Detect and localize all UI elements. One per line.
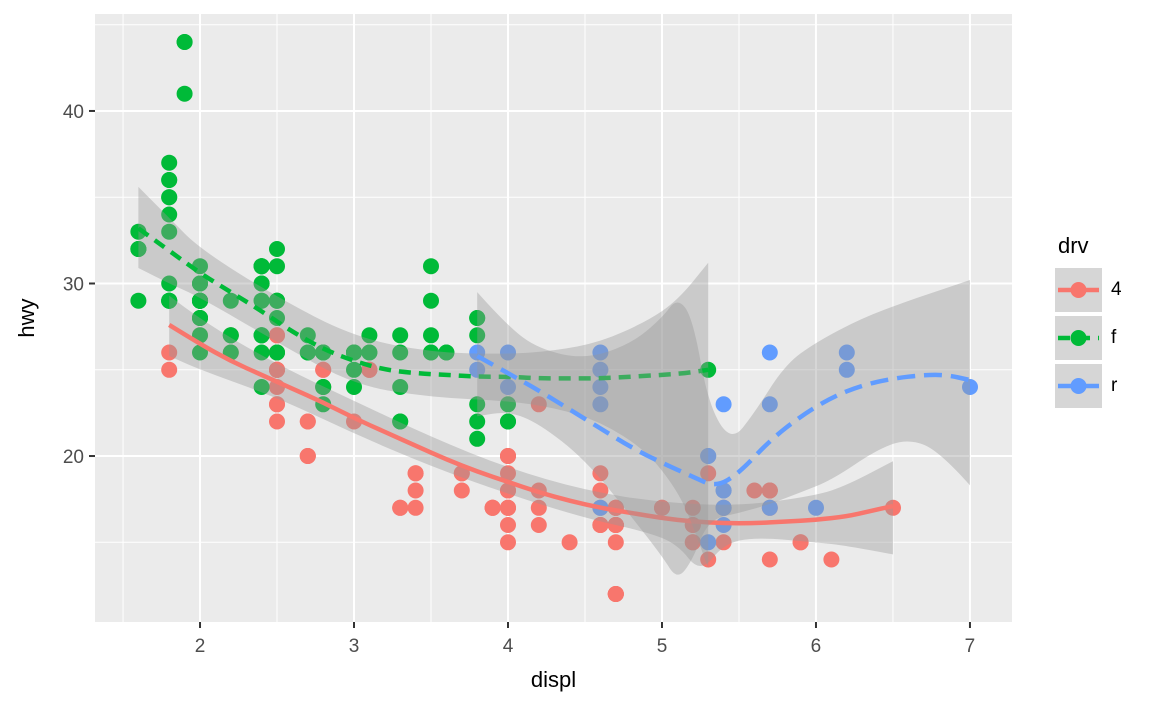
- y-axis-tick-labels: 20 30 40: [63, 102, 84, 468]
- axis-tick-marks: [89, 109, 971, 628]
- svg-text:6: 6: [811, 636, 822, 657]
- panel-background: [95, 14, 1012, 622]
- x-axis-tick-labels: 2 3 4 5 6 7: [195, 636, 976, 657]
- data-area: [130, 34, 978, 602]
- legend-glyph-line-4: [1058, 282, 1099, 298]
- legend-key-f: f: [1055, 316, 1122, 360]
- legend-label-4: 4: [1111, 279, 1122, 300]
- legend-label-f: f: [1111, 327, 1117, 348]
- legend-glyph-line-r: [1058, 378, 1099, 394]
- legend-label-r: r: [1111, 375, 1118, 396]
- svg-text:20: 20: [63, 447, 84, 468]
- legend-glyph-r: [1055, 364, 1102, 408]
- svg-text:30: 30: [63, 274, 84, 295]
- points-drv-4: [161, 310, 901, 602]
- ci-ribbon-drv-r: [477, 280, 970, 575]
- svg-text:40: 40: [63, 102, 84, 123]
- points-drv-f: [130, 34, 717, 447]
- smooth-line-drv-f: [137, 226, 709, 381]
- ci-ribbon-drv-4: [169, 295, 893, 566]
- points-drv-r: [469, 344, 978, 551]
- legend-glyph-f: [1055, 316, 1102, 360]
- y-axis-title: hwy: [14, 298, 39, 338]
- smooth-line-drv-r: [476, 354, 971, 487]
- svg-text:2: 2: [195, 636, 206, 657]
- svg-text:4: 4: [503, 636, 514, 657]
- svg-text:7: 7: [965, 636, 976, 657]
- legend-key-r: r: [1055, 364, 1122, 408]
- ci-ribbon-drv-f: [138, 186, 709, 569]
- svg-text:3: 3: [349, 636, 360, 657]
- legend: drv 4 f r: [1055, 233, 1122, 412]
- legend-glyph-4: [1055, 268, 1102, 312]
- svg-text:5: 5: [657, 636, 668, 657]
- legend-title: drv: [1058, 233, 1089, 258]
- legend-key-4: 4: [1055, 268, 1122, 312]
- legend-glyph-line-f: [1058, 330, 1099, 346]
- smooth-line-drv-4: [168, 322, 894, 526]
- x-axis-title: displ: [530, 667, 577, 692]
